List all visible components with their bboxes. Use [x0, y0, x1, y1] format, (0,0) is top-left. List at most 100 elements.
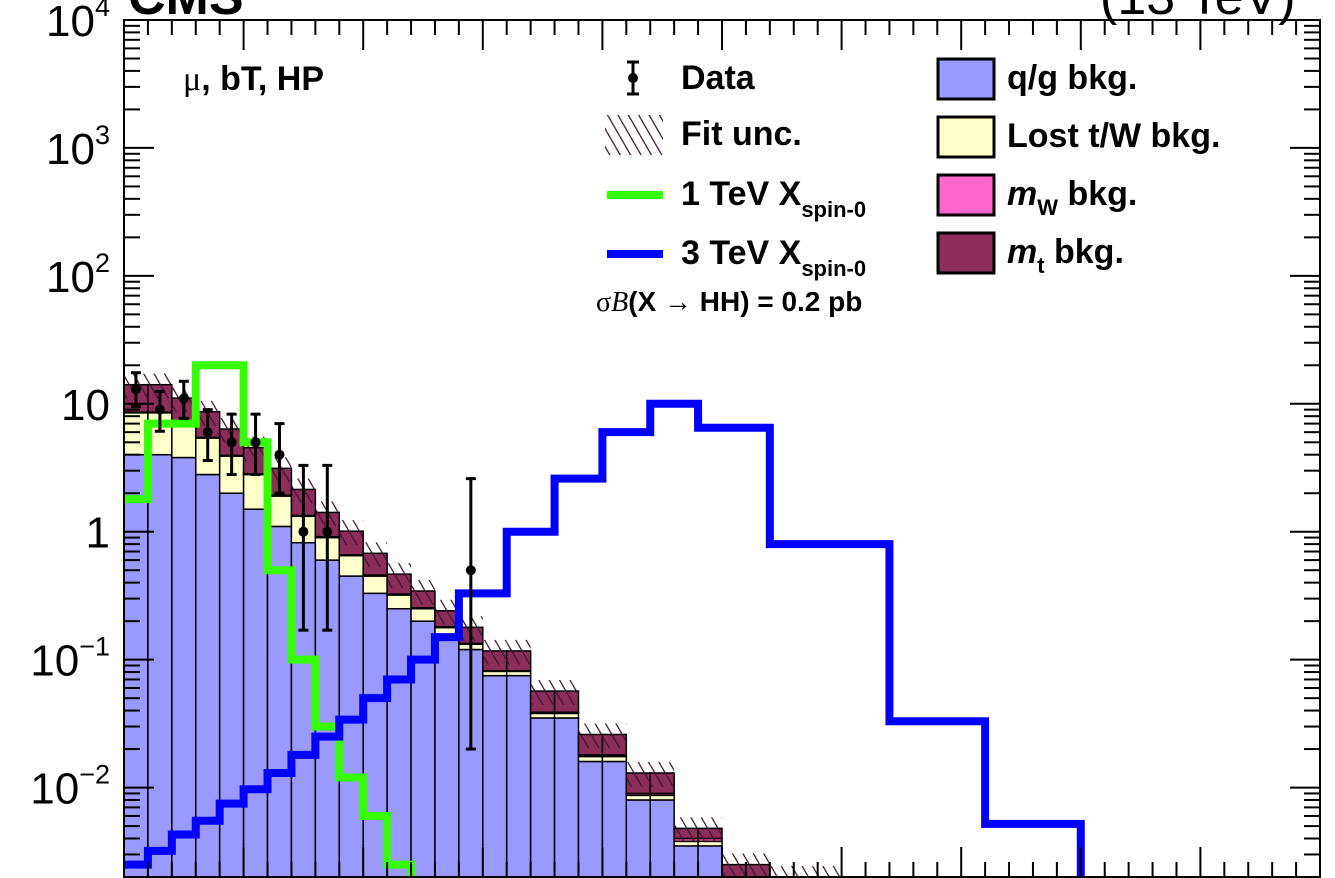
legend-mt-entry: mt bkg. — [936, 231, 1124, 278]
bar-q-g-bkg-22 — [649, 799, 675, 877]
ytick-label-base-6: 10 — [30, 765, 79, 814]
bar-q-g-bkg-23 — [673, 845, 699, 877]
ytick-label-1: 103 — [46, 120, 110, 174]
bar-q-g-bkg-20 — [601, 760, 628, 877]
legend-qg-swatch — [936, 57, 996, 101]
fit-unc-band-29 — [817, 865, 842, 877]
bar-lost-t-w-bkg-10 — [362, 575, 388, 595]
legend-xsec-rest: (X — [628, 286, 664, 317]
legend-data-entry: Data — [627, 59, 756, 97]
fit-unc-band-10 — [363, 542, 388, 568]
fit-unc-band-13 — [434, 599, 459, 625]
legend-signal3-sub: spin-0 — [801, 256, 866, 281]
bar-q-g-bkg-13 — [434, 636, 460, 877]
legend-signal1-label: 1 TeV Xspin-0 — [681, 175, 866, 222]
legend-mw-sub: W — [1037, 195, 1058, 220]
fit-uncertainty-layer — [124, 373, 842, 877]
legend-data-marker — [628, 73, 638, 83]
axis-ticks — [123, 19, 1321, 878]
signal-layer — [124, 361, 1085, 877]
bar-lost-t-w-bkg-11 — [386, 594, 412, 610]
legend-lost-label: Lost t/W bkg. — [1007, 117, 1220, 155]
fit-unc-band-12 — [411, 579, 435, 605]
fit-unc-band-23 — [674, 817, 699, 843]
ytick-label-6: 10−2 — [30, 760, 110, 814]
legend-signal3-text: 3 TeV X — [681, 234, 802, 272]
bar-lost-t-w-bkg-2 — [171, 424, 197, 459]
ytick-label-5: 10−1 — [30, 632, 110, 686]
bar-q-g-bkg-24 — [697, 845, 723, 877]
fit-unc-band-16 — [506, 639, 531, 665]
ytick-label-exp-5: −1 — [79, 632, 110, 662]
legend-lost-swatch — [936, 115, 996, 159]
bar-lost-t-w-bkg-9 — [338, 554, 364, 577]
data-point-6 — [274, 449, 285, 460]
header-right: (13 TeV) — [1100, 0, 1296, 26]
legend-signal3-entry: 3 TeV Xspin-0 — [607, 234, 866, 281]
ytick-label-2: 102 — [46, 248, 110, 302]
legend-mw-entry: mW bkg. — [936, 173, 1137, 220]
header-experiment: CMS — [128, 0, 244, 26]
bar-q-g-bkg-19 — [577, 760, 604, 877]
bar-q-g-bkg-21 — [625, 799, 651, 877]
bar-lost-t-w-bkg-12 — [410, 607, 436, 622]
category-label-rest: , bT, HP — [201, 60, 324, 98]
ytick-label-exp-6: −2 — [79, 760, 110, 790]
fit-unc-band-24 — [698, 817, 722, 843]
legend-signal3-label: 3 TeV Xspin-0 — [681, 234, 866, 281]
ytick-label-base-0: 10 — [46, 0, 95, 46]
legend-data-label: Data — [681, 59, 756, 97]
data-point-2 — [178, 393, 189, 404]
fit-unc-band-1 — [147, 373, 172, 399]
bar-q-g-bkg-18 — [553, 717, 580, 877]
legend-xsec-label: σB(X → HH) = 0.2 pb — [596, 286, 862, 318]
data-point-3 — [202, 427, 213, 438]
legend-mw-m: m — [1007, 175, 1037, 213]
data-point-8 — [322, 526, 333, 537]
legend-mw-swatch — [936, 173, 996, 217]
legend-xsec-arrow: → — [664, 287, 692, 318]
fit-unc-band-17 — [530, 680, 555, 705]
signal-line-3tev — [124, 399, 1085, 877]
ytick-label-3: 10 — [61, 381, 110, 430]
ytick-label-4: 1 — [86, 509, 110, 558]
ytick-label-exp-2: 2 — [95, 248, 110, 278]
legend-xsec-tail: HH) = 0.2 pb — [692, 286, 862, 317]
signal-line-1tev — [124, 361, 416, 877]
legend-fitunc-swatch — [605, 115, 663, 155]
data-point-5 — [250, 437, 261, 448]
fit-unc-band-28 — [793, 865, 818, 877]
data-point-7 — [298, 526, 309, 537]
ytick-label-base-1: 10 — [46, 125, 95, 174]
legend-mt-m: m — [1007, 233, 1037, 271]
legend-signal1-sub: spin-0 — [801, 197, 866, 222]
ytick-label-exp-0: 4 — [95, 0, 110, 22]
legend-signal1-text: 1 TeV X — [681, 175, 802, 213]
data-point-10 — [465, 565, 476, 576]
category-label-mu: μ — [183, 61, 201, 98]
legend-fitunc-entry: Fit unc. — [605, 115, 802, 155]
fit-unc-band-19 — [578, 723, 603, 749]
fit-unc-band-26 — [745, 853, 770, 877]
legend-mt-tail: bkg. — [1045, 233, 1124, 271]
ytick-label-base-5: 10 — [30, 637, 79, 686]
legend-fitunc-label: Fit unc. — [681, 115, 802, 153]
fit-unc-band-22 — [650, 761, 675, 787]
ytick-label-base-2: 10 — [46, 253, 95, 302]
legend-lost-entry: Lost t/W bkg. — [936, 115, 1220, 159]
legend-signal1-entry: 1 TeV Xspin-0 — [607, 175, 866, 222]
bar-q-g-bkg-1 — [147, 453, 173, 877]
fit-unc-band-18 — [554, 680, 579, 705]
legend-mt-sub: t — [1037, 253, 1045, 278]
data-point-4 — [226, 437, 237, 448]
bar-q-g-bkg-17 — [529, 717, 556, 877]
legend-mw-tail: bkg. — [1058, 175, 1137, 213]
fit-unc-band-20 — [602, 723, 627, 749]
ytick-label-exp-1: 3 — [95, 120, 110, 150]
bar-q-g-bkg-15 — [482, 674, 508, 877]
data-points-layer — [130, 371, 476, 751]
ytick-label-0: 104 — [46, 0, 110, 46]
ytick-label-base-3: 10 — [61, 381, 110, 430]
